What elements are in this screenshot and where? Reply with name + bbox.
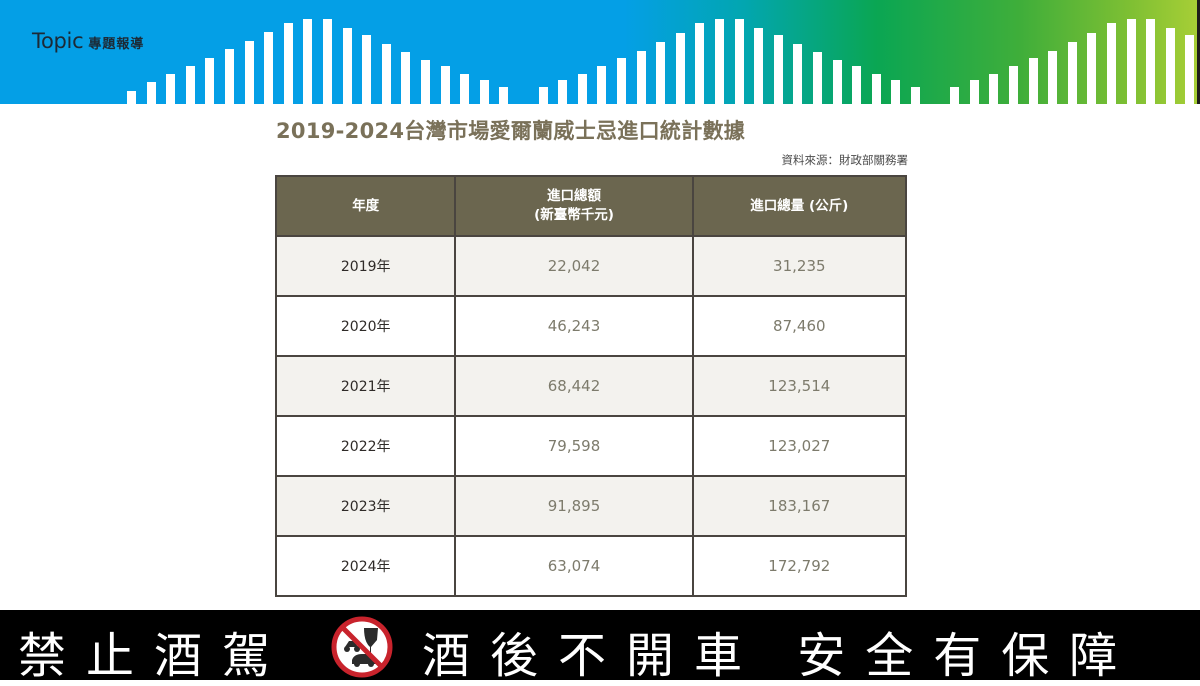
decorative-bar (1087, 33, 1097, 104)
decorative-bar (1185, 35, 1195, 104)
decorative-bar (1009, 66, 1018, 104)
table-row: 2020年 46,243 87,460 (274, 295, 908, 357)
decorative-bar (381, 44, 391, 104)
decorative-bar (499, 87, 509, 104)
decorative-bar (773, 35, 783, 104)
decorative-bar (342, 28, 352, 104)
column-header-import-value-line2: (新臺幣千元) (534, 207, 614, 223)
cell-year: 2024年 (274, 535, 457, 597)
decorative-bar (1067, 42, 1077, 104)
decorative-bar (264, 32, 274, 104)
decorative-bar (793, 44, 803, 104)
cell-import-value: 63,074 (454, 535, 694, 597)
decorative-bar (734, 19, 744, 104)
decorative-bar (1028, 58, 1038, 104)
cell-import-weight: 172,792 (691, 535, 908, 597)
table-header-row: 年度 進口總額 (新臺幣千元) 進口總量 (公斤) (274, 175, 908, 237)
decorative-bar (538, 87, 548, 104)
table-row: 2024年 63,074 172,792 (274, 535, 908, 597)
decorative-bar (891, 80, 901, 104)
decorative-bars (0, 0, 1200, 104)
column-header-import-weight: 進口總量 (公斤) (691, 175, 908, 237)
decorative-bar (597, 66, 607, 104)
decorative-bar (577, 74, 587, 104)
decorative-bar (656, 42, 666, 104)
column-header-import-value-line1: 進口總額 (547, 188, 601, 204)
cell-year: 2020年 (274, 295, 457, 357)
right-edge-divider (1197, 0, 1200, 104)
decorative-bar (754, 28, 764, 104)
decorative-bar (1107, 23, 1116, 104)
cell-import-value: 68,442 (454, 355, 694, 417)
decorative-bar (871, 74, 881, 104)
decorative-bar (852, 66, 862, 104)
decorative-bar (185, 66, 195, 104)
column-header-import-value: 進口總額 (新臺幣千元) (454, 175, 694, 237)
cell-year: 2019年 (274, 235, 457, 297)
decorative-bar (1146, 19, 1156, 104)
cell-import-weight: 183,167 (691, 475, 908, 537)
footer-right-text: 酒後不開車 安全有保障 (422, 628, 1138, 684)
cell-import-weight: 87,460 (691, 295, 908, 357)
section-label: 專題報導 (88, 37, 145, 52)
no-drink-driving-icon (330, 614, 394, 678)
table-row: 2023年 91,895 183,167 (274, 475, 908, 537)
cell-import-weight: 123,514 (691, 355, 908, 417)
import-statistics-table: 年度 進口總額 (新臺幣千元) 進口總量 (公斤) 2019年 22,042 3… (274, 175, 908, 597)
table-row: 2019年 22,042 31,235 (274, 235, 908, 297)
decorative-bar (1165, 28, 1175, 104)
brand-name: Topic (32, 29, 84, 53)
decorative-bar (1126, 19, 1136, 104)
source-note: 資料來源：財政部關務署 (781, 153, 909, 167)
cell-year: 2022年 (274, 415, 457, 477)
decorative-bar (479, 80, 489, 104)
footer-warning-banner: 禁止酒駕 酒後不開車 安全有保障 (0, 610, 1200, 684)
decorative-bar (617, 58, 626, 104)
decorative-bar (832, 60, 842, 104)
decorative-bar (460, 74, 470, 104)
decorative-bar (401, 52, 411, 104)
table-row: 2022年 79,598 123,027 (274, 415, 908, 477)
footer-left-text: 禁止酒駕 (18, 628, 291, 684)
page-title: 2019-2024台灣市場愛爾蘭威士忌進口統計數據 (276, 119, 746, 143)
decorative-bar (440, 66, 450, 104)
decorative-bar (421, 60, 430, 104)
decorative-bar (283, 23, 293, 104)
decorative-bar (1048, 51, 1058, 104)
decorative-bar (244, 41, 254, 104)
decorative-bar (323, 19, 332, 104)
decorative-bar (695, 23, 705, 104)
decorative-bar (675, 33, 685, 104)
decorative-bar (950, 87, 960, 104)
decorative-bar (969, 80, 979, 104)
cell-year: 2023年 (274, 475, 457, 537)
decorative-bar (303, 19, 313, 104)
decorative-bar (127, 91, 136, 104)
cell-import-weight: 123,027 (691, 415, 908, 477)
decorative-bar (146, 82, 156, 104)
header-banner: Topic 專題報導 (0, 0, 1200, 104)
decorative-bar (362, 35, 372, 104)
cell-import-value: 46,243 (454, 295, 694, 357)
decorative-bar (989, 74, 999, 104)
cell-import-value: 79,598 (454, 415, 694, 477)
table-row: 2021年 68,442 123,514 (274, 355, 908, 417)
decorative-bar (813, 52, 822, 104)
decorative-bar (911, 87, 920, 104)
decorative-bar (715, 19, 724, 104)
cell-year: 2021年 (274, 355, 457, 417)
decorative-bar (225, 49, 234, 104)
cell-import-value: 91,895 (454, 475, 694, 537)
decorative-bar (636, 51, 646, 104)
cell-import-weight: 31,235 (691, 235, 908, 297)
decorative-bar (166, 74, 176, 104)
decorative-bar (205, 58, 215, 104)
decorative-bar (558, 80, 568, 104)
column-header-year: 年度 (274, 175, 457, 237)
brand-logo: Topic 專題報導 (32, 29, 144, 53)
cell-import-value: 22,042 (454, 235, 694, 297)
